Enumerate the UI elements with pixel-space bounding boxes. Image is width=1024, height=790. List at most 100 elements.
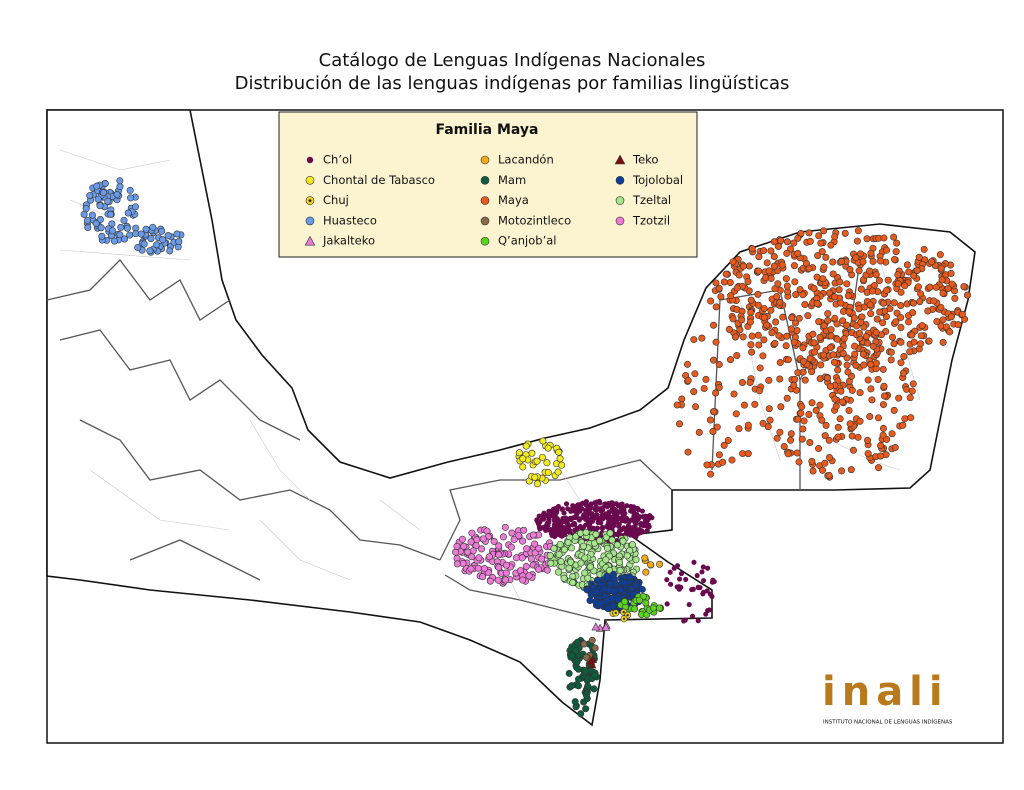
marker <box>604 524 610 530</box>
marker <box>791 278 799 286</box>
marker <box>710 356 718 364</box>
marker <box>602 556 610 564</box>
marker <box>844 292 852 300</box>
marker <box>776 359 784 367</box>
marker <box>113 191 121 199</box>
marker <box>854 227 862 235</box>
marker <box>560 546 568 554</box>
marker <box>864 436 872 444</box>
marker <box>715 284 723 292</box>
marker <box>610 588 618 596</box>
marker <box>905 268 913 276</box>
marker <box>519 537 527 545</box>
marker <box>567 558 575 566</box>
marker <box>928 258 936 266</box>
marker <box>686 602 692 608</box>
marker <box>829 258 837 266</box>
marker <box>790 262 798 270</box>
marker <box>733 284 741 292</box>
marker <box>490 537 498 545</box>
marker <box>80 210 88 218</box>
marker <box>589 511 595 517</box>
marker <box>692 403 700 411</box>
marker <box>649 604 657 612</box>
marker <box>647 561 655 569</box>
marker <box>893 239 901 247</box>
marker <box>588 501 594 507</box>
marker <box>856 417 864 425</box>
marker <box>480 565 488 573</box>
marker <box>873 315 881 323</box>
marker <box>468 529 476 537</box>
marker <box>732 410 740 418</box>
marker <box>519 455 527 463</box>
marker <box>918 322 926 330</box>
marker <box>601 622 611 631</box>
marker <box>838 467 846 475</box>
marker <box>635 596 643 604</box>
marker <box>755 387 763 395</box>
marker <box>738 378 746 386</box>
marker <box>794 249 802 257</box>
marker <box>883 286 891 294</box>
marker <box>127 194 135 202</box>
marker <box>816 401 824 409</box>
marker <box>475 554 483 562</box>
marker <box>486 577 494 585</box>
legend-label: Lacandón <box>498 153 554 167</box>
marker <box>899 369 907 377</box>
marker <box>573 638 581 646</box>
marker <box>903 385 911 393</box>
marker <box>664 577 670 583</box>
marker <box>523 545 531 553</box>
marker <box>868 287 876 295</box>
marker <box>544 522 550 528</box>
marker <box>767 247 775 255</box>
legend-title: Familia Maya <box>435 122 538 138</box>
marker <box>535 544 543 552</box>
marker <box>173 230 181 238</box>
marker <box>795 314 803 322</box>
legend-label: Ch’ol <box>323 153 352 167</box>
marker <box>857 285 865 293</box>
marker <box>602 501 608 507</box>
legend-label: Chuj <box>323 193 349 207</box>
marker <box>555 550 563 558</box>
marker <box>739 262 747 270</box>
marker <box>551 530 557 536</box>
marker <box>766 416 774 424</box>
marker <box>594 525 601 531</box>
marker <box>765 376 773 384</box>
marker <box>834 423 842 431</box>
marker <box>613 541 621 549</box>
marker <box>960 283 968 291</box>
marker <box>856 389 864 397</box>
marker <box>833 320 841 328</box>
marker <box>806 237 814 245</box>
marker <box>778 261 786 269</box>
marker <box>600 515 606 521</box>
marker <box>583 586 591 594</box>
marker <box>850 314 858 322</box>
marker <box>603 572 611 580</box>
marker <box>646 524 652 530</box>
marker <box>755 253 763 261</box>
marker <box>855 305 863 313</box>
marker <box>917 290 925 298</box>
marker <box>694 572 700 579</box>
marker <box>906 348 914 356</box>
marker <box>825 289 833 297</box>
marker <box>845 407 853 415</box>
marker <box>544 468 552 476</box>
marker <box>83 216 91 224</box>
marker <box>110 237 118 245</box>
marker <box>570 515 576 521</box>
marker <box>916 298 924 306</box>
marker <box>755 267 763 275</box>
marker <box>864 339 872 347</box>
marker <box>877 441 885 449</box>
marker <box>777 403 785 411</box>
marker <box>142 225 150 233</box>
marker <box>859 350 867 358</box>
marker <box>815 318 823 326</box>
